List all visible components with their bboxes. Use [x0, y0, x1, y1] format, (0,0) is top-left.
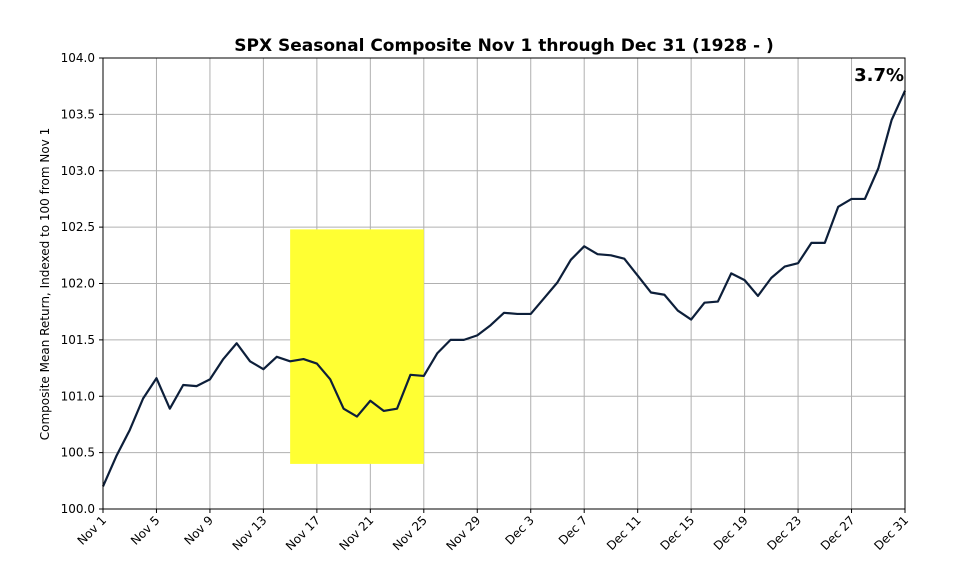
- x-tick-label: Nov 17: [283, 513, 323, 553]
- x-tick-label: Dec 3: [502, 513, 536, 547]
- chart-title: SPX Seasonal Composite Nov 1 through Dec…: [234, 36, 774, 56]
- x-tick-label: Dec 15: [657, 513, 697, 553]
- x-tick-label: Dec 11: [604, 513, 644, 553]
- x-tick-label: Nov 9: [181, 513, 216, 548]
- x-tick-label: Dec 31: [871, 513, 911, 553]
- x-tick-label: Nov 13: [230, 513, 270, 553]
- y-tick-label: 100.5: [61, 446, 95, 460]
- highlight-window: [290, 229, 424, 464]
- series-line: [101, 90, 907, 487]
- y-tick-label: 100.0: [61, 502, 95, 516]
- x-tick-label: Nov 29: [443, 513, 483, 553]
- y-tick-label: 104.0: [61, 51, 95, 65]
- y-tick-label: 101.0: [61, 389, 95, 403]
- x-tick-label: Nov 21: [336, 513, 376, 553]
- ticks-layer: 100.0 100.5 101.0 101.5 102.0 102.5 103.0 103.5…: [61, 51, 911, 553]
- final-return-annotation: 3.7%: [854, 65, 904, 86]
- x-tick-label: Dec 7: [556, 513, 590, 547]
- y-tick-label: 102.5: [61, 220, 95, 234]
- y-axis-label: Composite Mean Return, Indexed to 100 fr…: [38, 128, 52, 441]
- grid-layer: [102, 57, 906, 510]
- y-tick-label: 102.0: [61, 277, 95, 291]
- x-tick-label: Nov 1: [75, 513, 110, 548]
- x-tick-label: Dec 19: [711, 513, 751, 553]
- y-tick-label: 103.5: [61, 107, 95, 121]
- x-tick-label: Dec 23: [764, 513, 804, 553]
- x-tick-label: Nov 5: [128, 513, 163, 548]
- y-tick-label: 101.5: [61, 333, 95, 347]
- x-tick-label: Nov 25: [390, 513, 430, 553]
- x-tick-label: Dec 27: [818, 513, 858, 553]
- y-tick-label: 103.0: [61, 164, 95, 178]
